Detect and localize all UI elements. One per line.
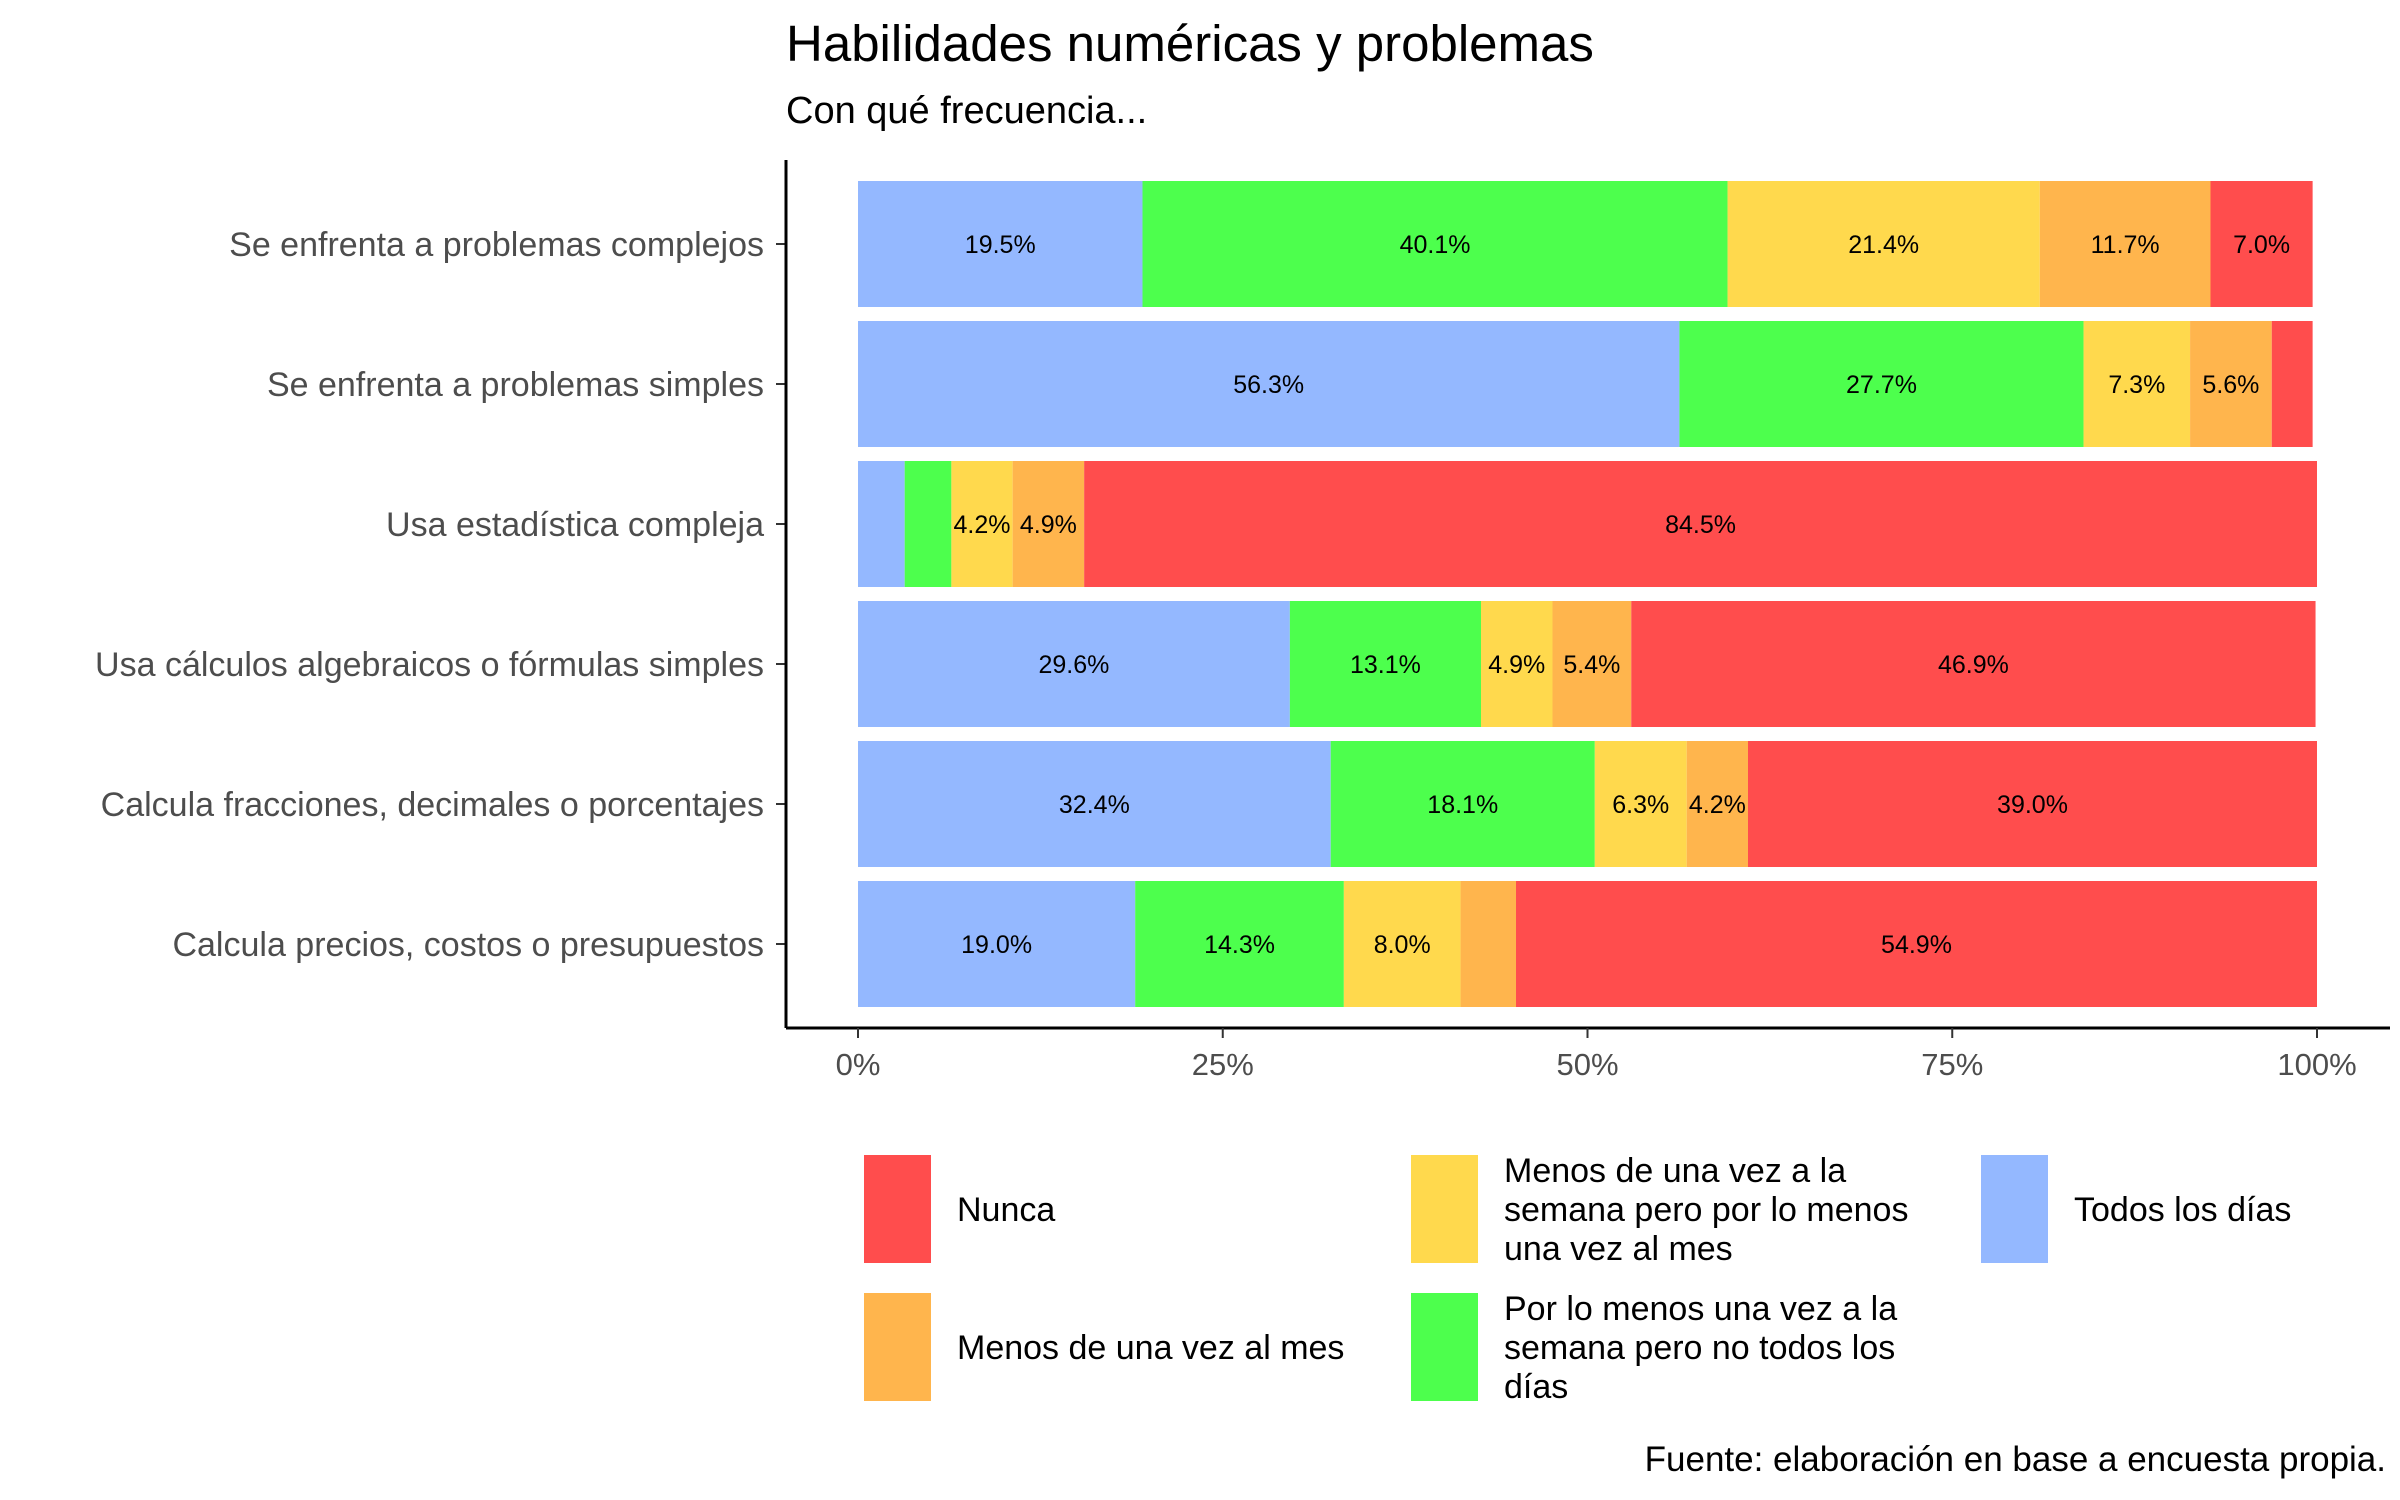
bar-segment — [1727, 181, 2040, 307]
bar-segment — [1516, 881, 2317, 1007]
bar-segment — [858, 881, 1136, 1007]
data-label: 13.1% — [1350, 651, 1421, 679]
bar-segment — [1330, 741, 1595, 867]
legend-label: semana pero por lo menos — [1504, 1191, 1908, 1229]
legend-swatch — [1411, 1155, 1478, 1263]
bar-segment — [858, 741, 1331, 867]
data-label: 21.4% — [1848, 231, 1919, 259]
data-label: 5.6% — [2202, 371, 2259, 399]
data-label: 54.9% — [1881, 931, 1952, 959]
bar-segment — [1631, 601, 2316, 727]
bar-segment — [1343, 881, 1461, 1007]
legend-swatch — [1411, 1293, 1478, 1401]
data-label: 18.1% — [1427, 791, 1498, 819]
legend-label: una vez al mes — [1504, 1230, 1733, 1268]
data-label: 46.9% — [1938, 651, 2009, 679]
data-label: 19.0% — [961, 931, 1032, 959]
data-label: 7.0% — [2233, 231, 2290, 259]
legend-label: Por lo menos una vez a la — [1504, 1290, 1897, 1328]
y-tick-label: Se enfrenta a problemas simples — [267, 366, 764, 404]
bar-segment — [1460, 881, 1517, 1007]
data-label: 84.5% — [1665, 511, 1736, 539]
data-label: 56.3% — [1233, 371, 1304, 399]
data-label: 27.7% — [1846, 371, 1917, 399]
data-label: 4.9% — [1488, 651, 1545, 679]
data-label: 6.3% — [1612, 791, 1669, 819]
data-label: 8.0% — [1374, 931, 1431, 959]
data-label: 32.4% — [1059, 791, 1130, 819]
data-label: 7.3% — [2108, 371, 2165, 399]
x-tick-label: 75% — [1921, 1047, 1983, 1082]
bar-segment — [1747, 741, 2317, 867]
y-tick-label: Usa cálculos algebraicos o fórmulas simp… — [95, 646, 764, 684]
bar-segment — [2190, 321, 2272, 447]
bar-segment — [1289, 601, 1481, 727]
bar-segment — [858, 321, 1680, 447]
bar-segment — [858, 181, 1143, 307]
bar-segment — [1594, 741, 1687, 867]
bar-segment — [1084, 461, 2317, 587]
data-label: 4.2% — [954, 511, 1011, 539]
chart-subtitle: Con qué frecuencia... — [786, 90, 1148, 132]
bar-segment — [904, 461, 952, 587]
data-label: 29.6% — [1038, 651, 1109, 679]
y-tick-label: Calcula fracciones, decimales o porcenta… — [101, 786, 764, 824]
data-label: 14.3% — [1204, 931, 1275, 959]
x-tick-label: 25% — [1192, 1047, 1254, 1082]
bar-segment — [2083, 321, 2191, 447]
data-label: 4.9% — [1020, 511, 1077, 539]
legend-label: Todos los días — [2074, 1191, 2291, 1229]
bar-segment — [858, 601, 1290, 727]
x-tick-label: 100% — [2277, 1047, 2356, 1082]
bar-segment — [2210, 181, 2313, 307]
legend-label: Menos de una vez a la — [1504, 1152, 1846, 1190]
bar-segment — [1135, 881, 1344, 1007]
x-tick-label: 0% — [836, 1047, 881, 1082]
x-tick-label: 50% — [1556, 1047, 1618, 1082]
bar-segment — [1679, 321, 2084, 447]
bar-segment — [1686, 741, 1748, 867]
bar-segment — [1142, 181, 1728, 307]
data-label: 40.1% — [1400, 231, 1471, 259]
chart-title: Habilidades numéricas y problemas — [786, 15, 1594, 72]
bar-segment — [1480, 601, 1553, 727]
legend-label: Menos de una vez al mes — [957, 1329, 1344, 1367]
data-label: 39.0% — [1997, 791, 2068, 819]
legend-label: semana pero no todos los — [1504, 1329, 1895, 1367]
y-tick-label: Calcula precios, costos o presupuestos — [172, 926, 764, 964]
data-label: 19.5% — [965, 231, 1036, 259]
bar-segment — [1012, 461, 1085, 587]
legend-swatch — [1981, 1155, 2048, 1263]
data-label: 5.4% — [1563, 651, 1620, 679]
y-tick-label: Se enfrenta a problemas complejos — [229, 226, 764, 264]
bar-segment — [2039, 181, 2211, 307]
data-label: 11.7% — [2091, 231, 2160, 259]
bar-segment — [858, 461, 905, 587]
chart-caption: Fuente: elaboración en base a encuesta p… — [1644, 1440, 2386, 1479]
legend-label: Nunca — [957, 1191, 1055, 1229]
legend-swatch — [864, 1293, 931, 1401]
data-label: 4.2% — [1689, 791, 1746, 819]
bar-segment — [2271, 321, 2313, 447]
legend-swatch — [864, 1155, 931, 1263]
y-tick-label: Usa estadística compleja — [386, 506, 764, 544]
bar-segment — [1552, 601, 1632, 727]
bar-segment — [951, 461, 1013, 587]
legend-label: días — [1504, 1368, 1568, 1406]
